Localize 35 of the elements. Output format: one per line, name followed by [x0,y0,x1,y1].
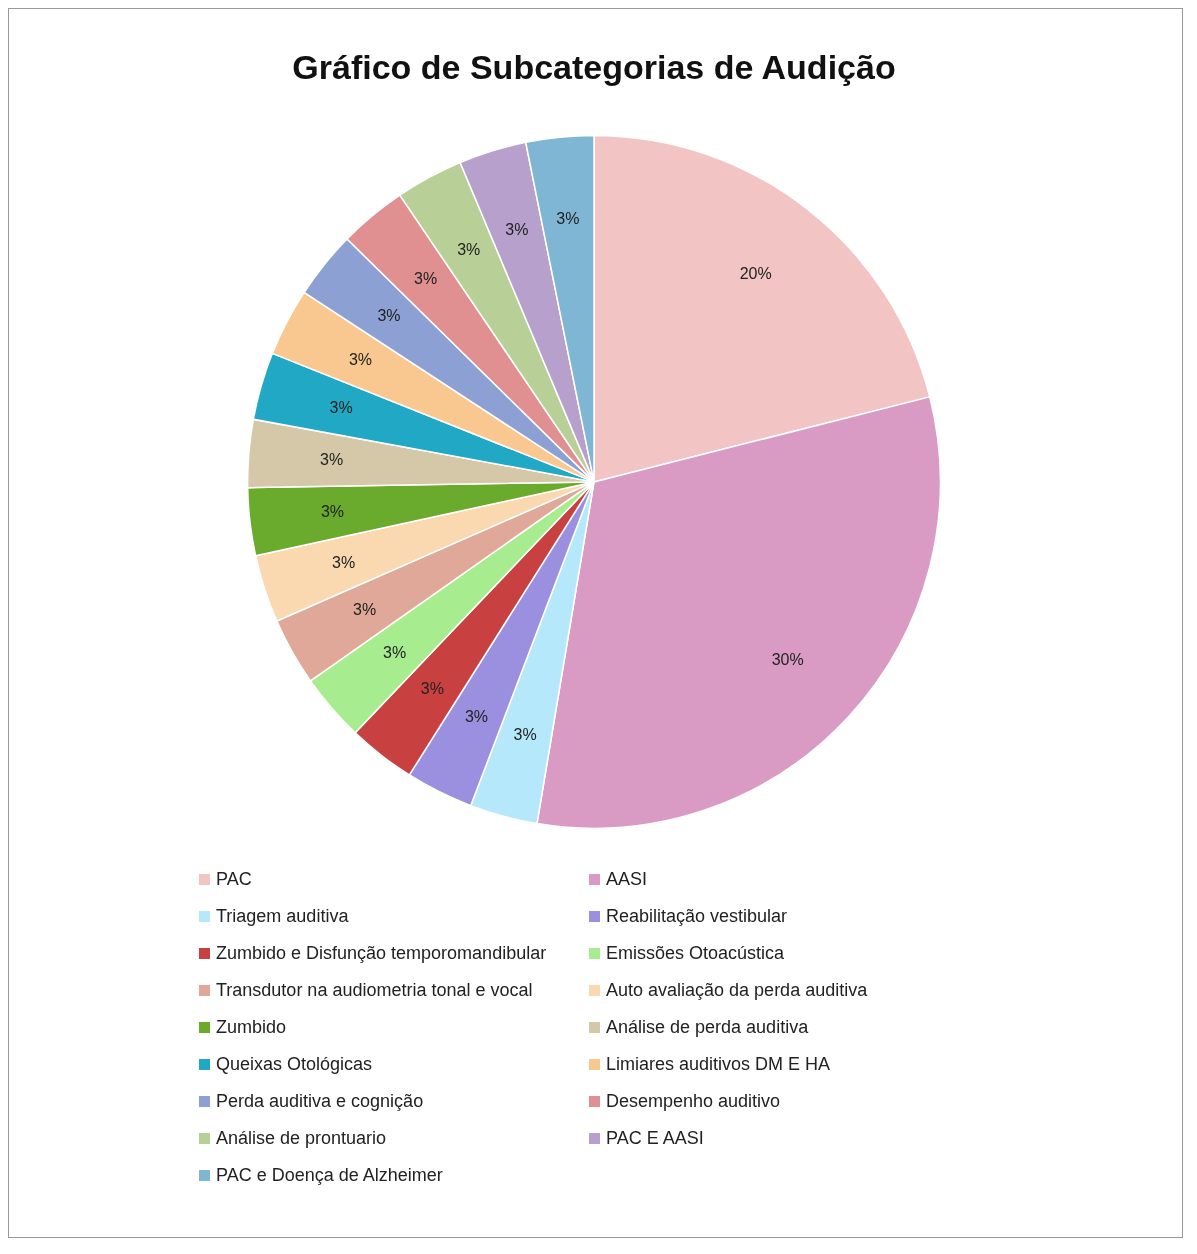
legend-label: Análise de prontuario [216,1128,387,1149]
data-label: 30% [771,650,804,668]
data-label: 3% [457,240,481,258]
legend-label: Análise de perda auditiva [606,1017,809,1038]
legend-label: AASI [606,869,648,890]
data-label: 3% [320,450,344,468]
legend-label: Perda auditiva e cognição [216,1091,424,1112]
legend-label: Zumbido [216,1017,287,1038]
legend-label: Desempenho auditivo [606,1091,781,1112]
legend-label: Transdutor na audiometria tonal e vocal [216,980,533,1001]
legend-label: Queixas Otológicas [216,1054,373,1075]
data-label: 3% [332,553,356,571]
data-label: 3% [413,270,438,288]
data-label: 3% [353,601,377,619]
legend-label: Triagem auditiva [216,906,349,927]
data-label: 3% [464,707,488,725]
legend-label: PAC [216,869,252,890]
legend-label: Reabilitação vestibular [606,906,788,927]
data-label: 3% [377,307,401,325]
data-label: 3% [320,502,345,520]
data-label: 3% [420,680,444,698]
data-label: 3% [329,399,353,417]
legend-label: Zumbido e Disfunção temporomandibular [216,943,547,964]
legend-label: Emissões Otoacústica [606,943,785,964]
data-label: 3% [556,210,580,228]
legend-label: PAC e Doença de Alzheimer [216,1165,443,1186]
data-label: 3% [382,644,407,662]
chart-title: Gráfico de Subcategorias de Audição [292,47,896,86]
legend-label: Auto avaliação da perda auditiva [606,980,868,1001]
data-label: 3% [348,350,373,368]
data-label: 3% [513,726,537,744]
data-label: 3% [505,220,529,238]
legend-label: PAC E AASI [606,1128,704,1149]
legend-label: Limiares auditivos DM E HA [606,1054,831,1075]
data-label: 20% [739,264,772,282]
